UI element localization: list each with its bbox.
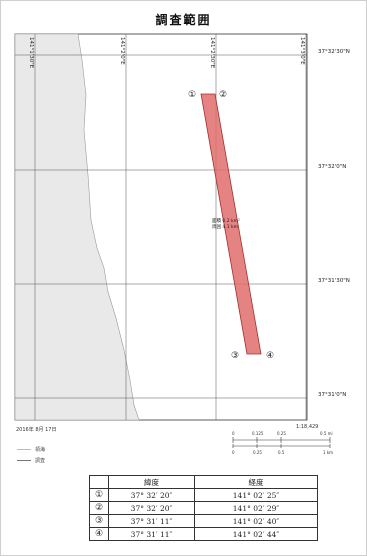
perimeter-label: 周囲 4.1 km xyxy=(212,224,238,230)
scale-km-0: 0 xyxy=(232,450,235,455)
coordinate-table: 緯度 経度 ① 37° 32′ 20″ 141° 02′ 25″ ② 37° 3… xyxy=(89,475,318,541)
table-header-longitude: 経度 xyxy=(194,475,318,489)
area-label: 面積 0.2 km² xyxy=(212,217,240,224)
lon-label-1: 141°1'30"E xyxy=(28,37,34,69)
scale-ratio: 1:18,429 xyxy=(296,424,319,430)
table-row: ② 37° 32′ 20″ 141° 02′ 29″ xyxy=(89,501,318,515)
longitude-cell: 141° 02′ 44″ xyxy=(194,527,318,541)
point-id-cell: ② xyxy=(89,501,109,515)
table-row: ④ 37° 31′ 11″ 141° 02′ 44″ xyxy=(89,527,318,541)
legend-label: 調査 xyxy=(35,457,46,464)
lat-label-3: 37°31'30"N xyxy=(318,278,350,284)
latitude-cell: 37° 31′ 11″ xyxy=(108,514,195,528)
legend-line-light xyxy=(17,448,31,450)
table-header-id xyxy=(89,475,109,489)
table-row: ③ 37° 31′ 11″ 141° 02′ 40″ xyxy=(89,514,318,528)
lat-label-1: 37°32'30"N xyxy=(318,49,350,55)
scale-mi-0: 0 xyxy=(232,431,235,436)
map-date: 2016年 8月 17日 xyxy=(16,427,57,433)
point-id-cell: ③ xyxy=(89,514,109,528)
map-title: 調査範囲 xyxy=(155,13,212,27)
point-marker-4[interactable]: ④ xyxy=(266,351,274,361)
lon-label-3: 141°2'30"E xyxy=(209,37,215,69)
longitude-cell: 141° 02′ 25″ xyxy=(194,488,318,502)
coastline-land xyxy=(14,33,140,421)
lat-label-2: 37°32'0"N xyxy=(318,164,346,170)
point-id-cell: ④ xyxy=(89,527,109,541)
table-header-row: 緯度 経度 xyxy=(89,475,318,489)
longitude-cell: 141° 02′ 40″ xyxy=(194,514,318,528)
scale-mi-3: 0.5 mi xyxy=(320,431,333,436)
legend-label: 領海 xyxy=(35,446,46,453)
latitude-cell: 37° 32′ 20″ xyxy=(108,488,195,502)
legend-item-territorial: 領海 xyxy=(17,445,45,453)
scale-mi-1: 0.125 xyxy=(252,431,264,436)
legend-item-survey: 調査 xyxy=(17,456,45,464)
scale-km-3: 1 km xyxy=(323,450,333,455)
scale-km-2: 0.5 xyxy=(278,450,285,455)
scale-mi-2: 0.25 xyxy=(277,431,286,436)
latitude-cell: 37° 32′ 20″ xyxy=(108,501,195,515)
lon-label-2: 141°2'0"E xyxy=(119,37,125,65)
table-row: ① 37° 32′ 20″ 141° 02′ 25″ xyxy=(89,488,318,502)
point-marker-2[interactable]: ② xyxy=(219,90,227,100)
point-marker-1[interactable]: ① xyxy=(188,90,196,100)
survey-area-polygon[interactable] xyxy=(200,93,262,355)
legend-line-dark xyxy=(17,459,31,461)
scale-bar xyxy=(232,437,331,448)
longitude-cell: 141° 02′ 29″ xyxy=(194,501,318,515)
scale-km-1: 0.25 xyxy=(253,450,262,455)
lat-label-4: 37°31'0"N xyxy=(318,392,346,398)
point-marker-3[interactable]: ③ xyxy=(231,351,239,361)
latitude-cell: 37° 31′ 11″ xyxy=(108,527,195,541)
table-header-latitude: 緯度 xyxy=(108,475,195,489)
graticule xyxy=(15,34,307,420)
point-id-cell: ① xyxy=(89,488,109,502)
lon-label-4: 141°3'0"E xyxy=(299,37,305,65)
